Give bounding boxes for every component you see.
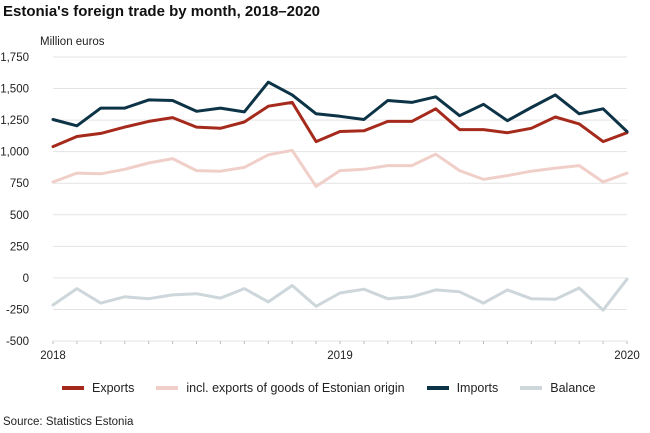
legend: Exports incl. exports of goods of Estoni… [62,381,617,395]
source-note: Source: Statistics Estonia [3,416,134,428]
y-tick-label: 1,000 [0,147,29,159]
series-line-imports [51,80,629,133]
x-tick-label: 2018 [40,350,66,362]
legend-item-origin: incl. exports of goods of Estonian origi… [156,381,405,395]
legend-label-balance: Balance [550,381,596,395]
chart-title: Estonia's foreign trade by month, 2018–2… [3,3,321,20]
y-tick-label: 250 [10,241,29,253]
legend-item-balance: Balance [520,381,595,395]
y-tick-label: 750 [10,178,29,190]
y-tick-label: 0 [23,273,29,285]
series-line-balance [51,277,629,312]
y-tick-label: 1,250 [0,115,29,127]
legend-swatch-balance [520,386,543,390]
y-tick-label: 500 [10,210,29,222]
legend-label-origin: incl. exports of goods of Estonian origi… [186,381,405,395]
legend-swatch-exports [62,386,84,390]
legend-item-exports: Exports [62,381,134,395]
x-tick-label: 2019 [327,350,353,362]
legend-item-imports: Imports [426,381,499,395]
series-line-origin [51,148,629,188]
y-tick-label: -250 [6,304,29,316]
legend-swatch-imports [426,386,449,390]
y-tick-label: 1,500 [0,84,29,96]
y-tick-label: -500 [6,336,29,348]
y-axis-label: Million euros [40,36,105,48]
x-tick-label: 2020 [614,350,640,362]
series-line-exports [51,100,629,149]
legend-label-imports: Imports [456,381,499,395]
legend-label-exports: Exports [92,381,135,395]
y-tick-label: 1,750 [0,52,29,64]
legend-swatch-origin [156,386,179,390]
